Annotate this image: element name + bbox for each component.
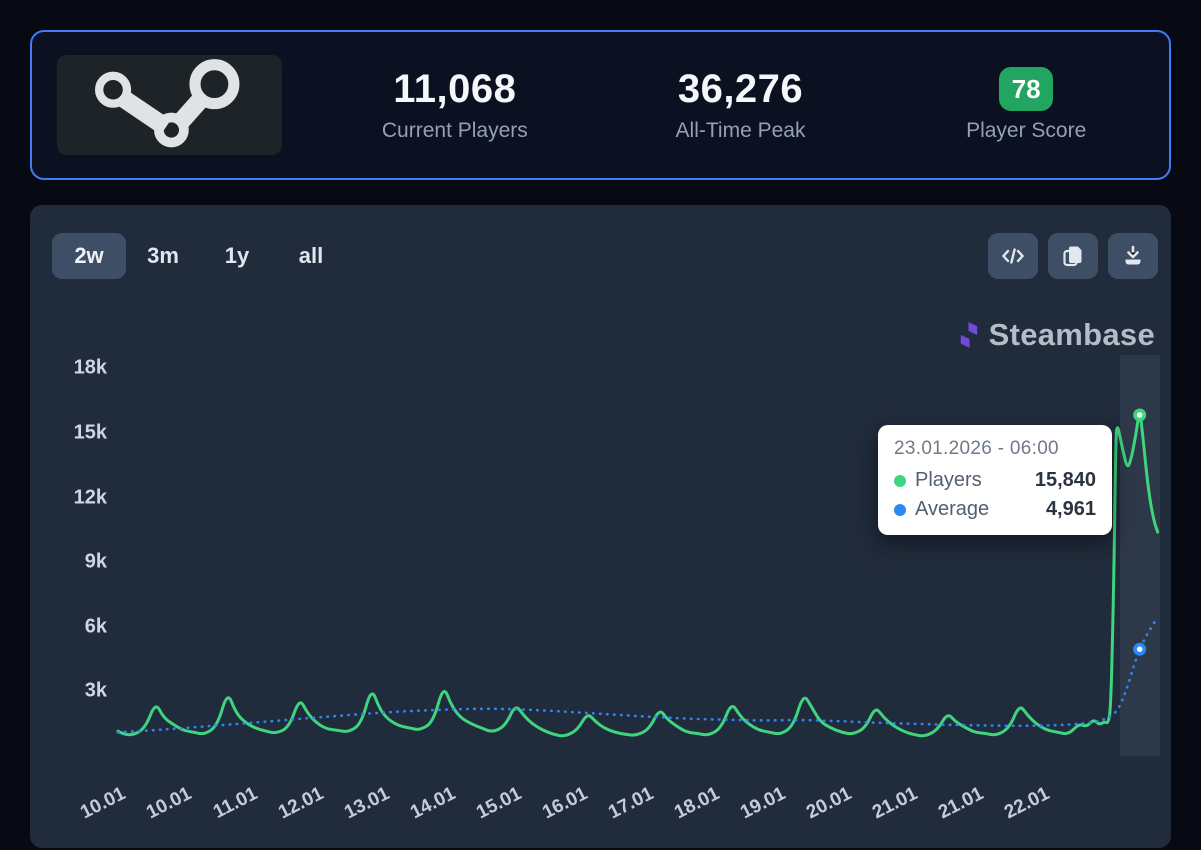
y-axis-label: 12k bbox=[73, 486, 107, 509]
game-stats-card: 11,068 Current Players 36,276 All-Time P… bbox=[30, 30, 1171, 180]
code-icon bbox=[1002, 248, 1024, 264]
players-series-line bbox=[116, 414, 1160, 738]
y-axis-label: 18k bbox=[73, 356, 107, 379]
tooltip-average-value: 4,961 bbox=[1045, 498, 1096, 520]
steambase-logo-icon bbox=[960, 321, 977, 348]
average-hover-marker-core bbox=[1136, 646, 1143, 652]
tooltip-date: 23.01.2026 - 06:00 bbox=[894, 438, 1059, 459]
download-icon bbox=[1125, 245, 1141, 265]
copy-button[interactable] bbox=[1048, 233, 1098, 279]
player-count-chart[interactable] bbox=[30, 205, 1171, 848]
download-button[interactable] bbox=[1108, 233, 1158, 279]
tab-2w[interactable]: 2w bbox=[52, 233, 126, 279]
player-chart-panel: 2w 3m 1y all bbox=[30, 205, 1171, 848]
tab-1y[interactable]: 1y bbox=[200, 233, 274, 279]
tooltip-average-row: Average 4,961 bbox=[894, 498, 1096, 521]
y-axis-label: 9k bbox=[84, 550, 107, 573]
chart-toolbar: 2w 3m 1y all bbox=[52, 233, 1158, 279]
player-score-badge: 78 bbox=[999, 67, 1054, 111]
y-axis-label: 6k bbox=[84, 615, 107, 638]
tab-3m[interactable]: 3m bbox=[126, 233, 200, 279]
tooltip-players-value: 15,840 bbox=[1034, 469, 1096, 491]
current-players-stat: 11,068 Current Players bbox=[312, 67, 598, 143]
chart-actions bbox=[988, 233, 1158, 279]
players-series-dot bbox=[894, 474, 906, 487]
all-time-peak-stat: 36,276 All-Time Peak bbox=[598, 67, 884, 143]
average-series-line bbox=[116, 615, 1159, 734]
player-score-stat: 78 Player Score bbox=[883, 67, 1169, 143]
embed-code-button[interactable] bbox=[988, 233, 1038, 279]
chart-tooltip: 23.01.2026 - 06:00 Players 15,840 Averag… bbox=[878, 425, 1112, 535]
players-hover-marker-core bbox=[1136, 412, 1143, 418]
tooltip-average-label: Average bbox=[915, 498, 990, 520]
steam-logo-tile[interactable] bbox=[57, 55, 282, 155]
tooltip-players-row: Players 15,840 bbox=[894, 469, 1096, 492]
stats-row: 11,068 Current Players 36,276 All-Time P… bbox=[312, 67, 1169, 143]
tab-all[interactable]: all bbox=[274, 233, 348, 279]
y-axis-label: 3k bbox=[84, 679, 107, 702]
tooltip-players-label: Players bbox=[915, 469, 982, 491]
steam-icon bbox=[94, 59, 239, 148]
time-range-tabs: 2w 3m 1y all bbox=[52, 233, 348, 279]
copy-icon bbox=[1063, 246, 1082, 267]
steambase-watermark[interactable]: Steambase bbox=[958, 317, 1155, 353]
player-score-label: Player Score bbox=[966, 119, 1087, 142]
current-players-value: 11,068 bbox=[393, 67, 517, 111]
current-players-label: Current Players bbox=[381, 119, 528, 142]
y-axis-label: 15k bbox=[73, 421, 107, 444]
all-time-peak-value: 36,276 bbox=[677, 67, 804, 111]
steambase-brand-text: Steambase bbox=[988, 317, 1155, 352]
average-series-dot bbox=[894, 503, 906, 516]
all-time-peak-label: All-Time Peak bbox=[675, 119, 806, 142]
